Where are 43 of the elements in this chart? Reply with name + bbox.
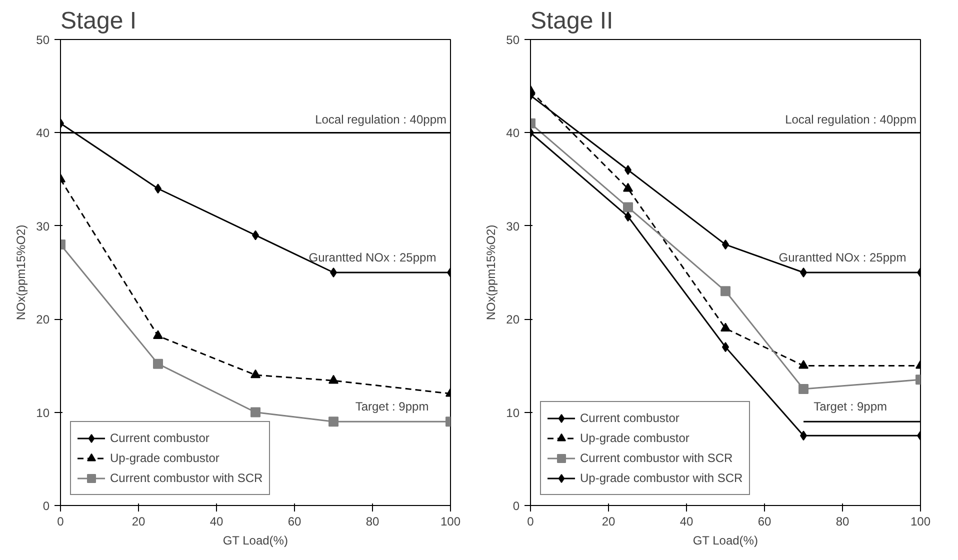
legend-label: Current combustor with SCR: [110, 471, 263, 485]
y-tick-label: 30: [36, 219, 50, 234]
y-tick-label: 0: [42, 499, 50, 513]
x-tick-label: 100: [440, 514, 461, 528]
x-axis-title: GT Load(%): [692, 534, 758, 548]
chart-title: Stage II: [530, 8, 614, 34]
ref-line-label: Local regulation : 40ppm: [315, 112, 447, 127]
legend-label: Current combustor: [580, 411, 680, 425]
x-tick-label: 40: [210, 514, 224, 528]
x-tick-label: 20: [132, 514, 146, 528]
x-tick-label: 20: [602, 514, 616, 528]
x-tick-label: 60: [758, 514, 772, 528]
x-tick-label: 80: [836, 514, 850, 528]
x-tick-label: 80: [366, 514, 380, 528]
legend-label: Current combustor: [110, 431, 210, 445]
x-axis-title: GT Load(%): [222, 534, 288, 548]
annotation: Gurantted NOx : 25ppm: [308, 250, 436, 264]
legend-label: Current combustor with SCR: [580, 451, 733, 465]
y-tick-label: 20: [36, 312, 50, 327]
legend-label: Up-grade combustor: [580, 431, 690, 445]
y-tick-label: 10: [506, 406, 520, 420]
y-axis-title: NOx(ppm15%O2): [484, 224, 498, 320]
annotation: Target : 9ppm: [355, 400, 429, 414]
legend-label: Up-grade combustor: [110, 451, 220, 465]
y-tick-label: 40: [506, 126, 520, 140]
y-tick-label: 50: [506, 33, 520, 47]
y-tick-label: 0: [512, 499, 520, 513]
x-tick-label: 100: [910, 514, 931, 528]
y-tick-label: 30: [506, 219, 520, 234]
annotation: Target : 9ppm: [814, 400, 887, 414]
y-tick-label: 40: [36, 126, 50, 140]
annotation: Gurantted NOx : 25ppm: [778, 250, 906, 264]
y-tick-label: 10: [36, 406, 50, 420]
chart-title: Stage I: [60, 8, 137, 34]
x-tick-label: 0: [57, 514, 64, 528]
x-tick-label: 40: [680, 514, 694, 528]
ref-line-label: Local regulation : 40ppm: [785, 112, 917, 127]
legend-label: Up-grade combustor with SCR: [580, 471, 743, 485]
x-tick-label: 0: [527, 514, 534, 528]
x-tick-label: 60: [288, 514, 302, 528]
y-tick-label: 20: [506, 312, 520, 327]
y-axis-title: NOx(ppm15%O2): [14, 224, 28, 320]
y-tick-label: 50: [36, 33, 50, 47]
